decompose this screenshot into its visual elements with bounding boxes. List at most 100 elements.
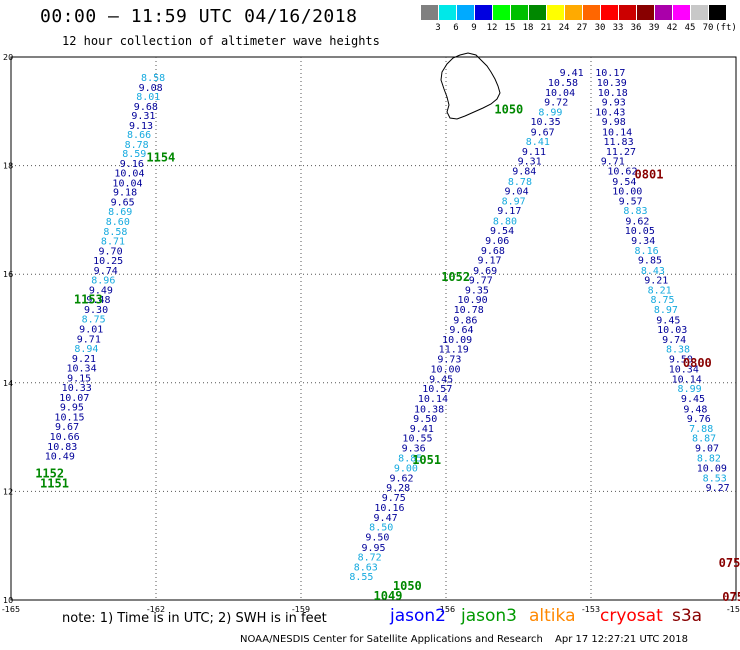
swh-value: 9.15 — [67, 373, 91, 384]
swh-value: 10.43 — [595, 107, 625, 118]
scale-swatch — [511, 5, 528, 20]
swh-value: 10.55 — [402, 434, 432, 445]
swh-value: 9.04 — [505, 187, 529, 198]
swh-value: 9.28 — [386, 483, 410, 494]
swh-value: 8.75 — [82, 315, 106, 326]
swh-value: 9.21 — [644, 276, 668, 287]
swh-value: 10.38 — [414, 404, 444, 415]
x-tick-label: -156 — [437, 605, 455, 614]
swh-value: 9.62 — [389, 473, 413, 484]
swh-value: 9.31 — [518, 157, 542, 168]
scale-label: 15 — [504, 23, 516, 33]
swh-value: 9.17 — [477, 256, 501, 267]
swh-value: 9.49 — [89, 285, 113, 296]
pass-number: 0800 — [683, 356, 712, 370]
swh-value: 10.00 — [430, 365, 460, 376]
swh-value: 8.97 — [654, 305, 678, 316]
swh-value: 8.72 — [358, 553, 382, 564]
pass-number: 1151 — [40, 477, 69, 491]
swh-value: 9.36 — [402, 443, 426, 454]
scale-label: 45 — [684, 23, 696, 33]
swh-value: 8.82 — [697, 454, 721, 465]
swh-value: 10.66 — [50, 432, 80, 443]
swh-value: 9.31 — [131, 111, 155, 122]
swh-value: 10.58 — [548, 78, 578, 89]
page-subtitle: 12 hour collection of altimeter wave hei… — [62, 34, 380, 48]
scale-label: 42 — [666, 23, 678, 33]
swh-value: 10.39 — [597, 78, 627, 89]
swh-value: 8.50 — [369, 523, 393, 534]
x-tick-label: -165 — [2, 605, 20, 614]
pass-number: 1050 — [494, 103, 523, 117]
scale-label: 9 — [471, 23, 477, 33]
swh-value: 9.41 — [560, 68, 584, 79]
swh-value: 9.64 — [449, 325, 473, 336]
y-tick-label: 16 — [3, 270, 13, 279]
swh-value: 9.16 — [120, 159, 144, 170]
swh-value: 9.34 — [631, 236, 655, 247]
y-tick-label: 10 — [3, 596, 13, 605]
swh-value: 9.69 — [473, 266, 497, 277]
legend-s3a: s3a — [672, 606, 703, 626]
x-tick-label: -162 — [147, 605, 165, 614]
x-tick-label: -150 — [727, 605, 740, 614]
swh-value: 11.83 — [603, 137, 633, 148]
scale-swatch — [709, 5, 726, 20]
swh-value: 9.84 — [512, 166, 536, 177]
legend-altika: altika — [529, 606, 576, 626]
scale-label: 12 — [486, 23, 498, 33]
swh-value: 8.58 — [103, 227, 127, 238]
swh-value: 9.71 — [77, 334, 101, 345]
swh-value: 10.34 — [67, 364, 97, 375]
swh-value: 8.83 — [623, 206, 647, 217]
swh-value: 9.67 — [531, 127, 555, 138]
legend-jason3: jason3 — [461, 606, 517, 626]
y-tick-label: 14 — [3, 379, 13, 388]
swh-value: 9.65 — [111, 197, 135, 208]
swh-value: 9.30 — [84, 305, 108, 316]
swh-value: 9.00 — [394, 464, 418, 475]
swh-value: 10.03 — [657, 325, 687, 336]
swh-value: 9.98 — [602, 117, 626, 128]
swh-value: 9.13 — [129, 121, 153, 132]
swh-value: 8.69 — [108, 207, 132, 218]
map-grid — [10, 56, 737, 601]
swh-value: 8.58 — [141, 73, 165, 84]
pass-number: 1051 — [412, 453, 441, 467]
swh-value: 8.96 — [91, 276, 115, 287]
swh-value: 9.41 — [410, 424, 434, 435]
swh-value: 10.90 — [458, 295, 488, 306]
pass-number: 0759 — [719, 556, 740, 570]
scale-label: 39 — [648, 23, 660, 33]
swh-value: 9.18 — [113, 188, 137, 199]
swh-value: 8.01 — [136, 92, 160, 103]
swh-value: 9.08 — [139, 83, 163, 94]
swh-value: 9.95 — [361, 543, 385, 554]
y-tick-label: 20 — [3, 53, 13, 62]
swh-value: 8.59 — [122, 149, 146, 160]
swh-value: 8.78 — [508, 177, 532, 188]
scale-label: 70 — [702, 23, 714, 33]
swh-value: 10.07 — [59, 393, 89, 404]
scale-swatch — [547, 5, 564, 20]
swh-value: 10.09 — [442, 335, 472, 346]
swh-value: 10.33 — [62, 383, 92, 394]
legend-cryosat: cryosat — [600, 606, 663, 626]
scale-swatch — [439, 5, 456, 20]
scale-swatch — [601, 5, 618, 20]
pass-number: 1152 — [35, 466, 64, 480]
scale-label: 36 — [630, 23, 642, 33]
y-tick-label: 12 — [3, 487, 13, 496]
swh-value: 9.62 — [625, 216, 649, 227]
swh-value: 9.76 — [687, 414, 711, 425]
big-island-outline — [440, 52, 501, 120]
swh-value: 9.45 — [656, 315, 680, 326]
swh-value: 11.19 — [439, 345, 469, 356]
swh-value: 10.14 — [672, 374, 702, 385]
swh-value: 9.74 — [662, 335, 686, 346]
swh-value: 8.71 — [101, 237, 125, 248]
swh-value: 8.38 — [666, 345, 690, 356]
swh-value: 9.93 — [602, 98, 626, 109]
swh-value: 8.78 — [125, 140, 149, 151]
